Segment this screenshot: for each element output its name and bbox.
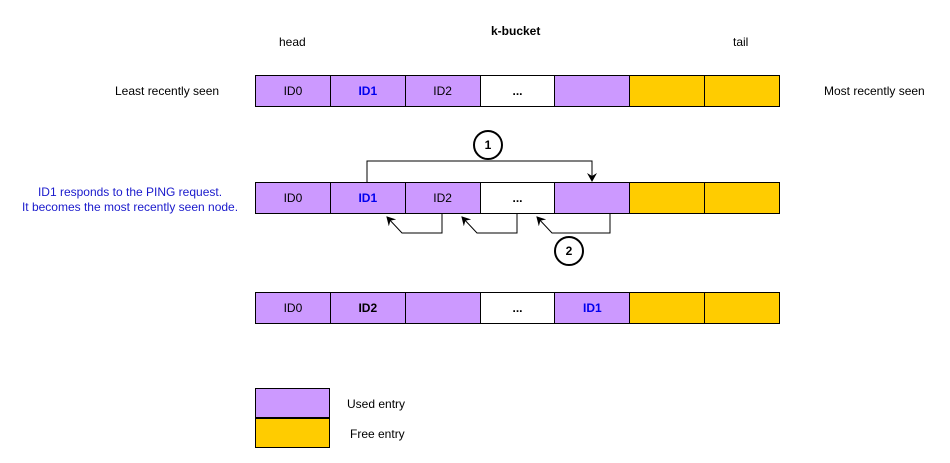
shift-arrow-id2 [386,214,443,234]
bucket-entry [555,76,631,107]
legend-free-swatch [255,418,330,448]
bucket-entry: ... [480,293,556,324]
bucket-entry: ID2 [330,293,406,324]
head-label: head [279,35,306,49]
most-recently-seen-label: Most recently seen [824,84,925,98]
bucket-entry: ID0 [256,76,331,107]
shift-arrow-ellipsis [461,214,518,234]
move-to-tail-arrow [366,160,597,182]
bucket-row-initial: ID0 ID1 ID2... [255,75,781,107]
legend-free-label: Free entry [350,427,405,441]
bucket-entry [630,183,706,214]
bucket-entry: ... [480,183,556,214]
diagram-title: k-bucket [491,24,541,38]
shift-arrow-last-used [536,214,611,234]
bucket-entry: ID0 [256,293,331,324]
tail-label: tail [733,35,749,49]
bucket-row-moving: ID0 ID1 ID2... [255,182,781,214]
bucket-entry: ID0 [256,183,331,214]
bucket-entry [630,293,706,324]
note-line-2: It becomes the most recently seen node. [21,200,239,214]
legend-used-swatch [255,388,330,418]
bucket-entry: ID1 [555,293,631,324]
note-line-1: ID1 responds to the PING request. [37,185,223,199]
bucket-entry: ... [480,76,556,107]
bucket-entry [705,293,781,324]
legend-used-label: Used entry [347,397,406,411]
bucket-entry: ID2 [405,76,481,107]
bucket-entry: ID1 [330,183,406,214]
bucket-entry: ID2 [405,183,481,214]
bucket-entry: ID1 [330,76,406,107]
least-recently-seen-label: Least recently seen [115,84,220,98]
bucket-entry [405,293,481,324]
step-1-marker: 1 [473,130,503,160]
bucket-entry [555,183,631,214]
step-2-marker: 2 [554,236,584,266]
bucket-entry [630,76,706,107]
bucket-entry [705,183,781,214]
bucket-row-result: ID0 ID2... ID1 [255,292,781,324]
bucket-entry [705,76,781,107]
ping-response-note: ID1 responds to the PING request. It bec… [12,185,248,215]
